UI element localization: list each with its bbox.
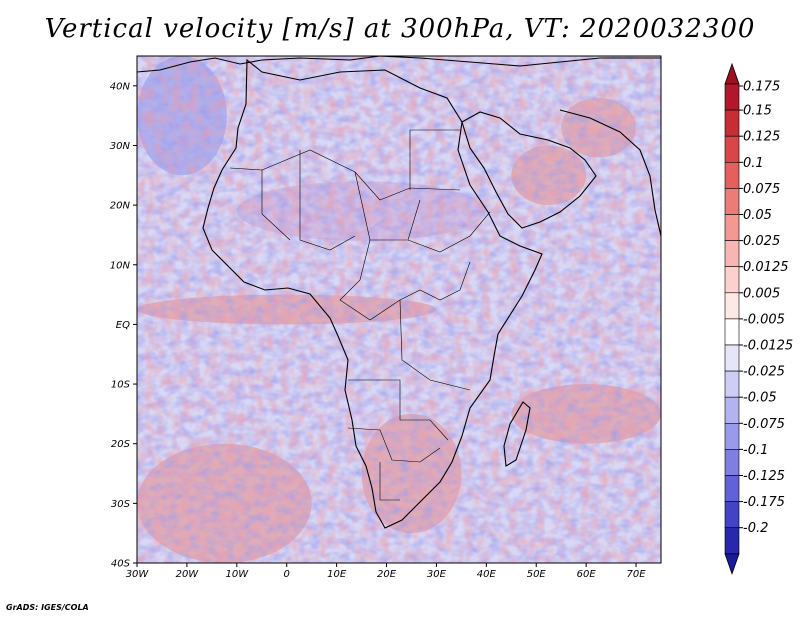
colorbar: 0.175 0.15 0.125 0.1 0.075 0.05 0.025 0.0125 0.0…	[724, 62, 793, 576]
colorbar-label: -0.2	[743, 521, 768, 536]
lat-tick-label: 10S	[111, 380, 131, 391]
lon-tick-label: 50E	[527, 569, 547, 580]
lat-tick-label: 20S	[111, 439, 131, 450]
lon-tick-label: 20E	[377, 569, 397, 580]
colorbar-swatch	[724, 188, 740, 215]
colorbar-label: 0.125	[743, 130, 780, 145]
longitude-axis: 30W 20W 10W 0 10E 20E 30E 40E 50E 60E 70E	[126, 563, 647, 580]
colorbar-swatch	[724, 527, 740, 555]
colorbar-swatch	[724, 135, 740, 163]
colorbar-label: -0.005	[743, 312, 785, 327]
country-borders	[229, 129, 491, 501]
colorbar-label: -0.1	[743, 443, 768, 458]
colorbar-swatch	[724, 214, 740, 241]
colorbar-swatch	[724, 292, 740, 320]
colorbar-label: 0.175	[743, 80, 780, 95]
lon-tick-label: 0	[284, 569, 290, 580]
colorbar-label: 0.0125	[743, 260, 789, 275]
lon-tick-label: 60E	[577, 569, 597, 580]
colorbar-swatch	[724, 162, 740, 189]
colorbar-label: -0.125	[743, 469, 785, 484]
lat-tick-label: 30S	[111, 499, 131, 510]
colorbar-label: -0.075	[743, 417, 785, 432]
colorbar-swatch	[724, 396, 740, 424]
colorbar-swatch	[724, 240, 740, 268]
colorbar-label: 0.005	[743, 286, 780, 301]
colorbar-label: -0.05	[743, 391, 777, 406]
lat-tick-label: 40S	[111, 559, 131, 570]
colorbar-swatch	[724, 475, 740, 502]
grads-credit: GrADS: IGES/COLA	[6, 603, 89, 612]
madagascar-coastline	[503, 401, 531, 467]
lat-tick-label: 20N	[110, 201, 131, 212]
colorbar-swatch	[724, 109, 740, 137]
colorbar-bottom-arrow	[724, 553, 740, 576]
colorbar-swatch	[724, 344, 740, 372]
lon-tick-label: 10E	[327, 569, 347, 580]
colorbar-swatch	[724, 422, 740, 450]
map-frame	[136, 55, 662, 564]
lon-tick-label: 30E	[427, 569, 447, 580]
colorbar-label: -0.0125	[743, 339, 793, 354]
colorbar-label: 0.025	[743, 234, 780, 249]
colorbar-label: -0.175	[743, 495, 785, 510]
colorbar-swatch	[724, 83, 740, 111]
colorbar-swatch	[724, 370, 740, 398]
map-field	[137, 56, 661, 563]
colorbar-swatch	[724, 449, 740, 476]
lon-tick-label: 40E	[477, 569, 497, 580]
colorbar-label: 0.15	[743, 104, 772, 119]
lat-tick-label: 40N	[110, 81, 131, 92]
colorbar-label: 0.075	[743, 182, 780, 197]
colorbar-label: -0.025	[743, 365, 785, 380]
map-title: Vertical velocity [m/s] at 300hPa, VT: 2…	[44, 14, 756, 44]
colorbar-label: 0.1	[743, 156, 764, 171]
lon-tick-label: 20W	[176, 569, 200, 580]
field-texture	[137, 56, 661, 563]
colorbar-swatch	[724, 501, 740, 529]
asia-coastline	[559, 109, 661, 237]
lon-tick-label: 10W	[225, 569, 249, 580]
lat-tick-label: EQ	[116, 320, 130, 331]
colorbar-swatch	[724, 266, 740, 294]
colorbar-label: 0.05	[743, 208, 772, 223]
colorbar-swatch	[724, 318, 740, 346]
latitude-axis: 40N 30N 20N 10N EQ 10S 20S 30S 40S	[110, 81, 137, 570]
lat-tick-label: 10N	[110, 260, 131, 271]
lat-tick-label: 30N	[110, 141, 131, 152]
coastlines	[137, 56, 661, 529]
europe-coastline	[137, 56, 661, 73]
lon-tick-label: 70E	[627, 569, 647, 580]
colorbar-top-arrow	[724, 62, 740, 85]
arabia-coastline	[461, 111, 597, 229]
lon-tick-label: 30W	[126, 569, 150, 580]
africa-coastline	[202, 58, 543, 529]
